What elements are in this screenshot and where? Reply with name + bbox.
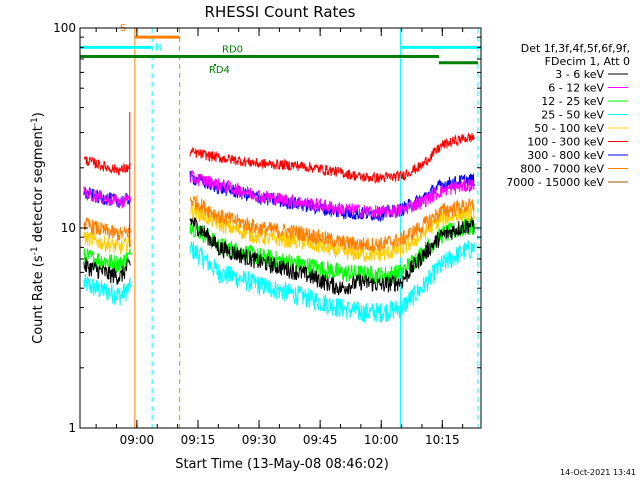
legend-label-1: 6 - 12 keV bbox=[548, 82, 604, 95]
legend-header-line2: FDecim 1, Att 0 bbox=[545, 55, 630, 68]
y-tick-label-2: 100 bbox=[53, 21, 76, 35]
y-tick-label-1: 10 bbox=[61, 221, 76, 235]
timestamp: 14-Oct-2021 13:41 bbox=[560, 468, 636, 477]
x-tick-label-2: 09:30 bbox=[242, 433, 277, 447]
y-axis-label-mid: detector segment bbox=[31, 126, 46, 246]
y-axis-label-sup2: -1 bbox=[30, 117, 40, 126]
legend-label-7: 800 - 7000 keV bbox=[520, 163, 604, 176]
chart-title: RHESSI Count Rates bbox=[205, 3, 356, 21]
legend-label-0: 3 - 6 keV bbox=[555, 68, 604, 81]
annotation-night: N bbox=[155, 42, 162, 53]
series-line-5 bbox=[83, 132, 475, 185]
annotation-rd0: RD0 bbox=[222, 45, 243, 56]
legend-label-3: 25 - 50 keV bbox=[541, 109, 604, 122]
y-axis-label-sup1: -1 bbox=[30, 246, 40, 255]
series-line-0 bbox=[83, 216, 475, 296]
legend-label-5: 100 - 300 keV bbox=[527, 136, 604, 149]
legend-label-2: 12 - 25 keV bbox=[541, 95, 604, 108]
x-axis-label: Start Time (13-May-08 08:46:02) bbox=[175, 457, 389, 472]
x-tick-label-1: 09:15 bbox=[181, 433, 216, 447]
x-tick-label-0: 09:00 bbox=[120, 433, 155, 447]
series-layer bbox=[83, 112, 475, 324]
axis-layer: 09:00 09:15 09:30 09:45 10:00 10:15 1 10 100 bbox=[53, 21, 481, 447]
annotation-saa: S bbox=[120, 23, 126, 34]
y-axis-label-end: ) bbox=[31, 112, 46, 117]
plot-area: N S RD0 RD4 bbox=[79, 23, 481, 428]
x-tick-label-3: 09:45 bbox=[303, 433, 338, 447]
series-line-7 bbox=[83, 195, 475, 253]
x-tick-label-5: 10:15 bbox=[425, 433, 460, 447]
y-axis-label: Count Rate (s-1 detector segment-1) bbox=[30, 112, 46, 344]
x-tick-label-4: 10:00 bbox=[364, 433, 399, 447]
series-line-3 bbox=[83, 240, 475, 324]
rd4-dot bbox=[214, 64, 216, 66]
series-line-1 bbox=[83, 169, 475, 220]
markers-layer: N S RD0 RD4 bbox=[79, 23, 481, 428]
annotation-rd4: RD4 bbox=[209, 65, 230, 76]
legend-label-4: 50 - 100 keV bbox=[534, 122, 604, 135]
legend-label-6: 300 - 800 keV bbox=[527, 149, 604, 162]
y-axis-label-main: Count Rate (s bbox=[31, 255, 46, 344]
legend-label-8: 7000 - 15000 keV bbox=[506, 176, 604, 189]
legend-header-line1: Det 1f,3f,4f,5f,6f,9f, bbox=[521, 42, 630, 55]
y-tick-label-0: 1 bbox=[68, 421, 76, 435]
legend: Det 1f,3f,4f,5f,6f,9f, FDecim 1, Att 0 3… bbox=[506, 42, 630, 189]
